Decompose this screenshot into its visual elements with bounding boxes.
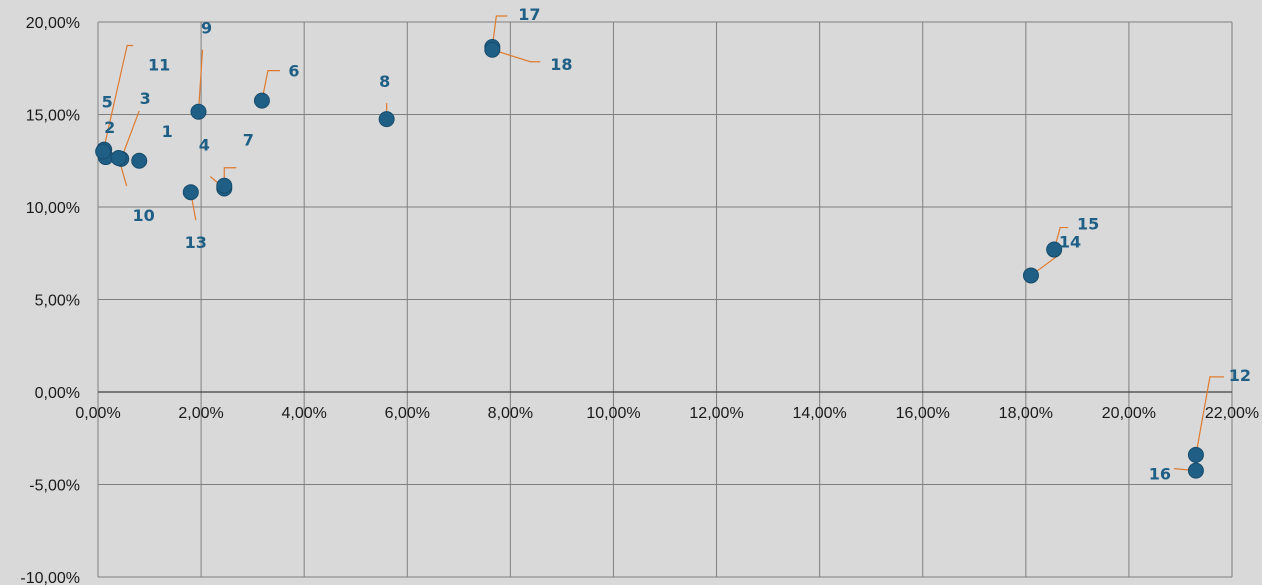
data-point-11[interactable] [95,143,112,160]
data-label-11: 11 [148,56,170,75]
data-label-2: 2 [104,118,115,137]
data-label-7: 7 [243,131,254,150]
x-tick-label: 2,00% [178,405,223,422]
y-tick-label: 0,00% [35,385,80,402]
tick-labels: 0,00% 2,00% 4,00% 6,00% 8,00% 10,00% 12,00% 14,… [20,15,1259,585]
data-point-18[interactable] [484,41,501,58]
data-point-7[interactable] [216,177,233,194]
x-tick-label: 20,00% [1102,405,1156,422]
data-point-6[interactable] [253,92,270,109]
leader-line-6 [261,70,280,101]
data-label-10: 10 [132,206,154,225]
y-tick-label: 20,00% [26,15,80,32]
data-point-16[interactable] [1187,462,1204,479]
grid [97,21,1233,578]
x-tick-label: 22,00% [1205,405,1259,422]
data-point-1[interactable] [131,152,148,169]
data-label-12: 12 [1229,366,1251,385]
data-label-5: 5 [102,93,113,112]
data-point-8[interactable] [378,111,395,128]
x-tick-label: 12,00% [689,405,743,422]
x-tick-label: 4,00% [281,405,326,422]
leader-line-11 [102,44,134,152]
data-point-15[interactable] [1046,241,1063,258]
data-label-6: 6 [288,62,299,81]
x-tick-label: 14,00% [793,405,847,422]
leader-line-9 [197,49,204,112]
data-point-14[interactable] [1022,267,1039,284]
data-label-18: 18 [550,55,572,74]
data-label-16: 16 [1149,465,1171,484]
data-point-12[interactable] [1187,446,1204,463]
leader-line-17 [491,15,508,48]
data-point-10[interactable] [110,149,127,166]
data-label-9: 9 [201,19,212,38]
y-tick-label: 15,00% [26,108,80,125]
y-tick-label: 10,00% [26,200,80,217]
leader-line-12 [1195,376,1224,456]
y-tick-label: -10,00% [20,570,80,585]
x-tick-label: 6,00% [385,405,430,422]
data-label-8: 8 [379,72,390,91]
leader-line-18 [492,49,541,63]
y-tick-label: 5,00% [35,293,80,310]
y-tick-label: -5,00% [29,478,80,495]
x-tick-label: 10,00% [586,405,640,422]
data-label-17: 17 [518,5,540,24]
data-points [95,38,1204,479]
leader-lines [102,15,1224,472]
data-label-1: 1 [162,122,173,141]
x-tick-label: 0,00% [75,405,120,422]
data-point-13[interactable] [182,184,199,201]
data-label-4: 4 [199,136,210,155]
data-label-13: 13 [185,233,207,252]
x-tick-label: 16,00% [896,405,950,422]
data-label-3: 3 [140,89,151,108]
x-tick-label: 18,00% [999,405,1053,422]
data-point-9[interactable] [190,103,207,120]
x-tick-label: 8,00% [488,405,533,422]
data-label-15: 15 [1077,215,1099,234]
leader-line-3 [120,110,140,160]
data-label-14: 14 [1059,232,1081,251]
